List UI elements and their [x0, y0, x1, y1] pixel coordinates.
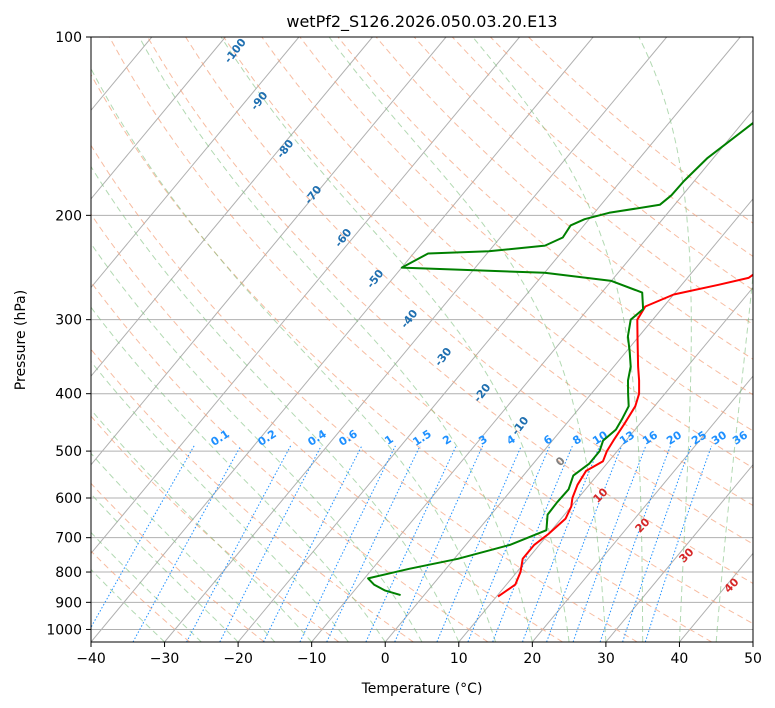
dry-adiabat — [91, 482, 265, 642]
mixing-ratio-line — [365, 445, 457, 642]
y-tick-label: 400 — [55, 387, 82, 403]
plot-frame — [90, 36, 754, 643]
moist-adiabat — [91, 165, 460, 642]
x-tick-label: 20 — [523, 651, 541, 667]
isotherm-line — [91, 37, 226, 200]
isotherm-line — [384, 198, 753, 642]
x-tick-label: 0 — [381, 651, 390, 667]
grid-lines — [91, 37, 753, 642]
dry-adiabat — [451, 37, 753, 291]
moist-adiabat — [328, 37, 607, 642]
y-tick-label: 600 — [55, 491, 82, 507]
x-tick-label: −10 — [297, 651, 327, 667]
moist-adiabat — [472, 37, 644, 642]
dry-adiabat — [91, 550, 191, 642]
mixing-ratio-line — [622, 445, 692, 642]
isotherm-line — [531, 375, 753, 642]
mixing-ratio-line — [132, 445, 242, 642]
dry-adiabat — [91, 281, 489, 642]
mixing-ratio-lines — [91, 445, 712, 642]
mixing-ratio-line — [546, 445, 623, 642]
dry-adiabat — [375, 37, 753, 360]
mixing-ratio-line — [91, 445, 195, 629]
sounding-series — [367, 121, 753, 598]
moist-adiabat — [91, 306, 386, 642]
x-tick-label: −30 — [150, 651, 180, 667]
dry-adiabat — [91, 73, 713, 642]
moist-adiabat — [91, 67, 497, 642]
y-tick-label: 100 — [55, 30, 82, 46]
y-axis-label: Pressure (hPa) — [13, 290, 29, 390]
y-tick-label: 1000 — [46, 622, 82, 638]
dry-adiabats — [91, 37, 753, 642]
mixing-ratio-line — [299, 445, 396, 642]
isotherm-line — [458, 286, 753, 642]
moist-adiabat — [138, 37, 533, 642]
dry-adiabat — [413, 37, 753, 325]
chart-title: wetPf2_S126.2026.050.03.20.E13 — [286, 12, 557, 32]
moist-adiabat — [220, 37, 570, 642]
dry-adiabat — [91, 348, 414, 642]
moist-adiabat — [638, 37, 692, 642]
isotherm-line — [91, 37, 520, 555]
y-tick-label: 700 — [55, 531, 82, 547]
moist-adiabat — [91, 531, 202, 642]
y-tick-label: 200 — [55, 208, 82, 224]
x-axis-label: Temperature (°C) — [361, 681, 483, 697]
mixing-ratio-line — [326, 445, 421, 642]
moist-adiabat — [91, 242, 423, 642]
dry-adiabat — [337, 37, 753, 396]
x-tick-label: 40 — [671, 651, 689, 667]
x-tick-label: 30 — [597, 651, 615, 667]
mixing-ratio-line — [467, 445, 551, 642]
mixing-ratio-line — [263, 445, 363, 642]
moist-adiabats — [91, 37, 753, 642]
isotherm-line — [605, 463, 753, 642]
y-tick-label: 800 — [55, 565, 82, 581]
moist-adiabat — [91, 360, 349, 642]
x-tick-label: −20 — [223, 651, 253, 667]
isotherm-line — [91, 37, 373, 377]
x-axis: −40 −30 −20 −10 0 10 20 30 40 50 — [76, 642, 762, 667]
y-tick-label: 500 — [55, 444, 82, 460]
x-tick-label: 10 — [450, 651, 468, 667]
mixing-ratio-line — [436, 445, 522, 642]
isotherm-line — [237, 37, 741, 642]
y-tick-label: 900 — [55, 595, 82, 611]
isotherm-line — [91, 37, 300, 289]
temperature-line — [497, 273, 753, 598]
dewpoint-line — [367, 121, 753, 597]
y-tick-label: 300 — [55, 313, 82, 329]
dry-adiabat — [108, 37, 753, 625]
mixing-ratio-line — [522, 445, 601, 642]
dry-adiabat — [91, 144, 638, 642]
mixing-ratio-line — [572, 445, 647, 642]
x-tick-label: −40 — [76, 651, 106, 667]
y-axis: 100 200 300 400 500 600 700 800 900 1000 — [46, 30, 91, 638]
isotherm-line — [164, 37, 668, 642]
isotherm-line — [91, 37, 447, 466]
mixing-ratio-line — [394, 445, 484, 642]
moist-adiabat — [715, 270, 753, 642]
mixing-ratio-line — [599, 445, 671, 642]
moist-adiabat — [91, 568, 165, 642]
mixing-ratio-line — [492, 445, 573, 642]
mixing-ratio-line — [644, 445, 712, 642]
x-tick-label: 50 — [744, 651, 762, 667]
